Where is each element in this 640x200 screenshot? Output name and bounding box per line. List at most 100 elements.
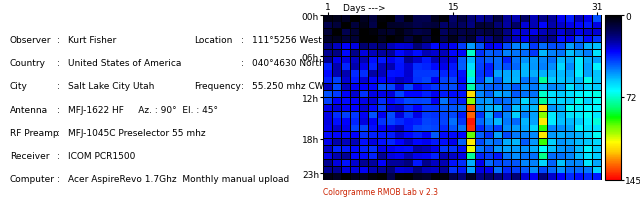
Bar [458,44,467,50]
Bar [342,105,349,111]
Text: :: : [241,59,244,68]
Bar [467,57,476,63]
Bar [494,167,502,173]
Bar [539,37,547,43]
Bar [413,126,422,132]
Bar [512,153,520,159]
Bar [575,146,583,152]
Bar [333,37,340,43]
Bar [584,85,592,91]
Bar [404,146,413,152]
Bar [431,57,440,63]
Bar [422,98,431,104]
Bar [324,146,332,152]
Bar [342,98,349,104]
Bar [584,112,592,118]
Bar [485,44,493,50]
Bar [378,139,386,145]
Bar [342,23,349,29]
Bar [369,160,376,166]
Bar [440,112,449,118]
Bar [548,139,556,145]
Bar [342,78,349,84]
Bar [557,167,565,173]
Bar [351,23,358,29]
Bar [324,30,332,36]
Bar [476,160,484,166]
Bar [404,167,413,173]
Bar [333,57,340,63]
Bar [387,64,395,70]
Bar [333,112,340,118]
Bar [548,146,556,152]
Bar [530,160,538,166]
Bar [369,133,376,139]
Bar [548,92,556,98]
Bar [476,85,484,91]
Bar [593,30,601,36]
Bar [467,64,476,70]
Bar [431,78,440,84]
Bar [387,126,395,132]
Bar [413,112,422,118]
Text: Location: Location [194,36,232,45]
Bar [440,133,449,139]
Bar [378,44,386,50]
Bar [530,112,538,118]
Bar [575,112,583,118]
Bar [378,160,386,166]
Bar [387,105,395,111]
Bar [512,23,520,29]
Bar [387,119,395,125]
Bar [324,98,332,104]
Bar [548,30,556,36]
Bar [342,146,349,152]
Bar [387,23,395,29]
Bar [422,160,431,166]
Bar [566,23,574,29]
Bar [387,30,395,36]
Bar [369,23,376,29]
Bar [512,133,520,139]
Bar [458,78,467,84]
Bar [494,44,502,50]
Bar [557,119,565,125]
Bar [539,23,547,29]
Bar [485,64,493,70]
Bar [575,44,583,50]
Bar [324,119,332,125]
Bar [584,119,592,125]
Bar [396,85,404,91]
Bar [449,78,458,84]
Bar [440,105,449,111]
Bar [467,105,476,111]
Bar [476,23,484,29]
Bar [404,71,413,77]
Bar [512,160,520,166]
Bar [521,126,529,132]
Bar [503,139,511,145]
Bar [387,44,395,50]
Bar [566,78,574,84]
Bar [593,167,601,173]
Bar [440,51,449,57]
Bar [422,78,431,84]
Bar [387,160,395,166]
Bar [548,167,556,173]
Bar [378,71,386,77]
Bar [342,71,349,77]
Bar [360,126,367,132]
Bar [476,16,484,22]
Bar [351,92,358,98]
Bar [485,37,493,43]
Bar [566,64,574,70]
Bar [413,64,422,70]
Text: ICOM PCR1500: ICOM PCR1500 [68,151,135,160]
Bar [449,133,458,139]
Text: Observer: Observer [10,36,51,45]
Bar [413,51,422,57]
Bar [494,92,502,98]
Bar [485,71,493,77]
Bar [431,160,440,166]
Bar [521,133,529,139]
